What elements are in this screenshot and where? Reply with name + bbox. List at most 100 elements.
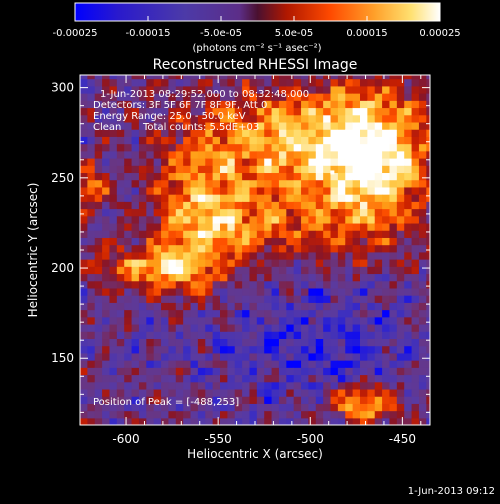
heatmap-cell (352, 316, 361, 325)
heatmap-cell (389, 75, 398, 80)
heatmap-cell (168, 179, 177, 188)
heatmap-cell (418, 388, 427, 397)
heatmap-cell (389, 360, 398, 368)
heatmap-cell (249, 75, 258, 80)
heatmap-cell (227, 396, 236, 404)
heatmap-cell (109, 186, 118, 195)
heatmap-cell (264, 345, 273, 354)
heatmap-cell (426, 222, 430, 231)
heatmap-cell (197, 172, 206, 181)
heatmap-cell (264, 222, 273, 231)
heatmap-cell (94, 157, 103, 166)
heatmap-cell (190, 157, 199, 166)
heatmap-cell (360, 215, 368, 224)
heatmap-cell (138, 323, 147, 332)
heatmap-cell (404, 129, 413, 137)
heatmap-cell (396, 85, 405, 94)
heatmap-cell (234, 338, 243, 347)
heatmap-cell (426, 259, 430, 267)
heatmap-cell (249, 309, 258, 318)
heatmap-cell (212, 78, 221, 87)
heatmap-cell (411, 230, 420, 238)
heatmap-cell (80, 85, 88, 94)
heatmap-cell (352, 403, 361, 412)
heatmap-cell (212, 201, 221, 210)
heatmap-cell (271, 360, 280, 368)
heatmap-cell (227, 273, 236, 282)
heatmap-cell (183, 186, 192, 195)
heatmap-cell (168, 244, 177, 253)
heatmap-cell (411, 309, 420, 318)
heatmap-cell (242, 78, 251, 87)
heatmap-cell (264, 230, 273, 238)
heatmap-cell (264, 273, 273, 282)
heatmap-cell (138, 201, 147, 210)
heatmap-cell (242, 417, 251, 425)
heatmap-cell (293, 367, 302, 376)
heatmap-cell (264, 417, 273, 425)
heatmap-cell (205, 417, 214, 425)
heatmap-cell (249, 273, 258, 282)
heatmap-cell (308, 309, 317, 318)
heatmap-cell (146, 360, 155, 368)
heatmap-cell (293, 266, 302, 275)
heatmap-cell (360, 100, 368, 109)
heatmap-cell (330, 230, 339, 238)
heatmap-cell (389, 107, 398, 116)
heatmap-cell (389, 259, 398, 267)
heatmap-cell (396, 201, 405, 210)
heatmap-cell (345, 295, 354, 303)
heatmap-cell (175, 259, 184, 267)
heatmap-cell (153, 78, 162, 87)
heatmap-cell (411, 295, 420, 303)
heatmap-cell (249, 316, 258, 325)
heatmap-cell (293, 143, 302, 152)
heatmap-cell (242, 85, 251, 94)
heatmap-cell (153, 143, 162, 152)
heatmap-cell (271, 230, 280, 238)
heatmap-cell (404, 215, 413, 224)
heatmap-cell (102, 75, 111, 80)
heatmap-cell (161, 201, 170, 210)
heatmap-cell (242, 230, 251, 238)
heatmap-cell (124, 345, 133, 354)
heatmap-cell (367, 150, 376, 159)
heatmap-cell (94, 417, 103, 425)
heatmap-cell (124, 396, 133, 404)
heatmap-cell (227, 100, 236, 109)
heatmap-cell (271, 374, 280, 383)
heatmap-cell (271, 309, 280, 318)
heatmap-cell (293, 295, 302, 303)
heatmap-cell (87, 331, 96, 340)
heatmap-cell (278, 129, 287, 137)
heatmap-cell (197, 360, 206, 368)
heatmap-cell (360, 410, 368, 419)
heatmap-cell (315, 259, 324, 267)
heatmap-cell (87, 75, 96, 80)
heatmap-cell (102, 403, 111, 412)
heatmap-cell (345, 143, 354, 152)
heatmap-cell (411, 93, 420, 101)
heatmap-cell (168, 93, 177, 101)
heatmap-cell (411, 273, 420, 282)
heatmap-cell (352, 75, 361, 80)
heatmap-cell (168, 273, 177, 282)
heatmap-cell (227, 75, 236, 80)
heatmap-cell (256, 93, 265, 101)
heatmap-cell (315, 237, 324, 246)
heatmap-cell (116, 352, 125, 361)
heatmap-cell (242, 150, 251, 159)
heatmap-cell (146, 194, 155, 202)
heatmap-cell (293, 237, 302, 246)
heatmap-cell (360, 186, 368, 195)
heatmap-cell (330, 287, 339, 296)
heatmap-cell (411, 172, 420, 181)
heatmap-cell (227, 323, 236, 332)
heatmap-cell (131, 78, 140, 87)
heatmap-cell (271, 251, 280, 260)
heatmap-cell (315, 215, 324, 224)
heatmap-cell (190, 172, 199, 181)
heatmap-cell (360, 251, 368, 260)
heatmap-cell (138, 338, 147, 347)
heatmap-cell (227, 338, 236, 347)
